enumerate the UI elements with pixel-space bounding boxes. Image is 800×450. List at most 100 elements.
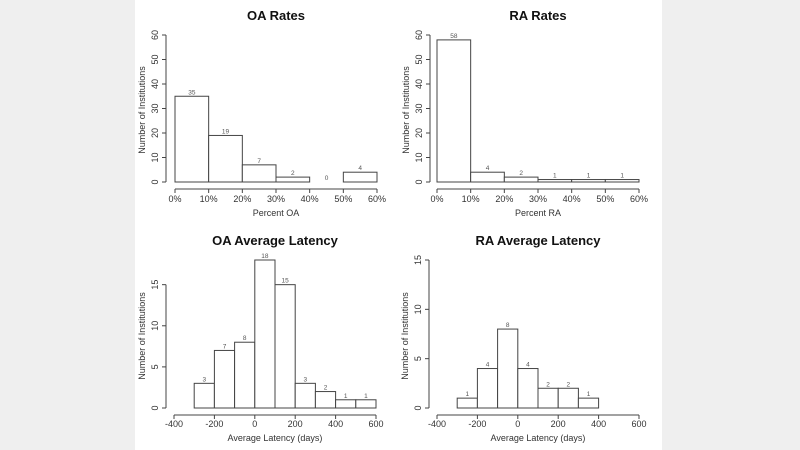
bar-count-label: 8 — [506, 322, 510, 329]
x-tick-label: 200 — [288, 419, 303, 429]
x-tick-label: 40% — [301, 194, 319, 204]
chart-title: OA Rates — [247, 8, 305, 23]
y-tick-label: 0 — [413, 405, 423, 410]
y-axis-label: Number of Institutions — [400, 292, 410, 380]
x-tick-label: 30% — [267, 194, 285, 204]
histogram-bar — [314, 391, 337, 409]
histogram-bar — [571, 179, 606, 183]
y-tick-label: 10 — [150, 321, 160, 331]
x-tick-label: 600 — [368, 419, 383, 429]
y-tick-label: 40 — [150, 79, 160, 89]
histogram-bar — [213, 349, 236, 409]
histogram-bar — [456, 397, 478, 409]
chart-title: OA Average Latency — [212, 233, 338, 248]
y-tick-label: 0 — [414, 179, 424, 184]
y-tick-label: 10 — [413, 304, 423, 314]
histogram-bar — [335, 399, 357, 409]
x-tick-label: 40% — [563, 194, 581, 204]
bar-count-label: 7 — [223, 343, 227, 350]
x-tick-label: 10% — [200, 194, 218, 204]
bar-count-label: 4 — [486, 362, 490, 369]
bar-count-label: 19 — [222, 128, 230, 135]
histogram-bar — [436, 39, 472, 183]
bar-count-label: 3 — [303, 376, 307, 383]
histogram-bar — [241, 164, 277, 183]
x-tick-label: -400 — [428, 419, 446, 429]
x-tick-label: 0 — [252, 419, 257, 429]
bar-count-label: 3 — [202, 376, 206, 383]
x-tick-label: -400 — [165, 419, 183, 429]
histogram-bar — [557, 387, 579, 409]
y-axis-label: Number of Institutions — [137, 292, 147, 380]
y-tick-label: 15 — [150, 280, 160, 290]
y-axis-label: Number of Institutions — [401, 66, 411, 154]
y-tick-label: 20 — [414, 128, 424, 138]
histogram-bar — [254, 259, 276, 409]
histogram-bar — [275, 176, 311, 183]
bar-count-label: 15 — [281, 278, 289, 285]
x-tick-label: 0% — [168, 194, 181, 204]
histogram-bar — [234, 341, 256, 409]
bar-count-label: 2 — [546, 381, 550, 388]
histogram-bar — [355, 399, 377, 409]
histogram-bar — [174, 95, 210, 183]
y-tick-label: 50 — [150, 54, 160, 64]
y-tick-label: 30 — [414, 103, 424, 113]
bar-count-label: 1 — [344, 393, 348, 400]
x-tick-label: 50% — [596, 194, 614, 204]
x-tick-label: 20% — [495, 194, 513, 204]
x-tick-label: 600 — [631, 419, 646, 429]
y-tick-label: 15 — [413, 255, 423, 265]
bar-count-label: 2 — [566, 381, 570, 388]
y-tick-label: 20 — [150, 128, 160, 138]
x-tick-label: 400 — [328, 419, 343, 429]
x-axis-label: Percent OA — [253, 208, 300, 218]
bar-count-label: 1 — [364, 393, 368, 400]
x-tick-label: 10% — [462, 194, 480, 204]
x-tick-label: 400 — [591, 419, 606, 429]
x-tick-label: -200 — [205, 419, 223, 429]
bar-count-label: 2 — [519, 170, 523, 177]
x-tick-label: 60% — [368, 194, 386, 204]
bar-count-label: 35 — [188, 89, 196, 96]
y-tick-label: 10 — [414, 152, 424, 162]
x-tick-label: 30% — [529, 194, 547, 204]
histogram-bar — [294, 382, 316, 409]
histogram-bar — [497, 328, 519, 409]
bar-count-label: 0 — [325, 175, 329, 182]
bar-count-label: 4 — [358, 165, 362, 172]
x-tick-label: 200 — [551, 419, 566, 429]
chart-title: RA Rates — [509, 8, 566, 23]
x-tick-label: 0 — [515, 419, 520, 429]
histogram-bar — [274, 284, 296, 409]
x-tick-label: 60% — [630, 194, 648, 204]
y-tick-label: 60 — [150, 30, 160, 40]
y-tick-label: 60 — [414, 30, 424, 40]
y-tick-label: 5 — [413, 356, 423, 361]
bar-count-label: 8 — [243, 335, 247, 342]
x-axis-label: Average Latency (days) — [228, 433, 323, 443]
histogram-bar — [537, 179, 573, 183]
histogram-bar — [577, 397, 600, 409]
x-axis-label: Average Latency (days) — [491, 433, 586, 443]
bar-count-label: 1 — [465, 391, 469, 398]
histogram-bar — [342, 171, 378, 183]
bar-count-label: 18 — [261, 253, 269, 260]
y-tick-label: 30 — [150, 103, 160, 113]
x-tick-label: 20% — [233, 194, 251, 204]
histogram-bar — [517, 368, 539, 409]
histogram-bar — [537, 387, 559, 409]
x-tick-label: 50% — [334, 194, 352, 204]
y-tick-label: 0 — [150, 405, 160, 410]
histogram-bar — [470, 171, 505, 183]
y-tick-label: 50 — [414, 54, 424, 64]
bar-count-label: 2 — [291, 170, 295, 177]
x-axis-label: Percent RA — [515, 208, 561, 218]
histogram-bar — [476, 368, 499, 409]
bar-count-label: 4 — [486, 165, 490, 172]
x-tick-label: 0% — [430, 194, 443, 204]
bar-count-label: 1 — [587, 173, 591, 180]
bar-count-label: 4 — [526, 362, 530, 369]
